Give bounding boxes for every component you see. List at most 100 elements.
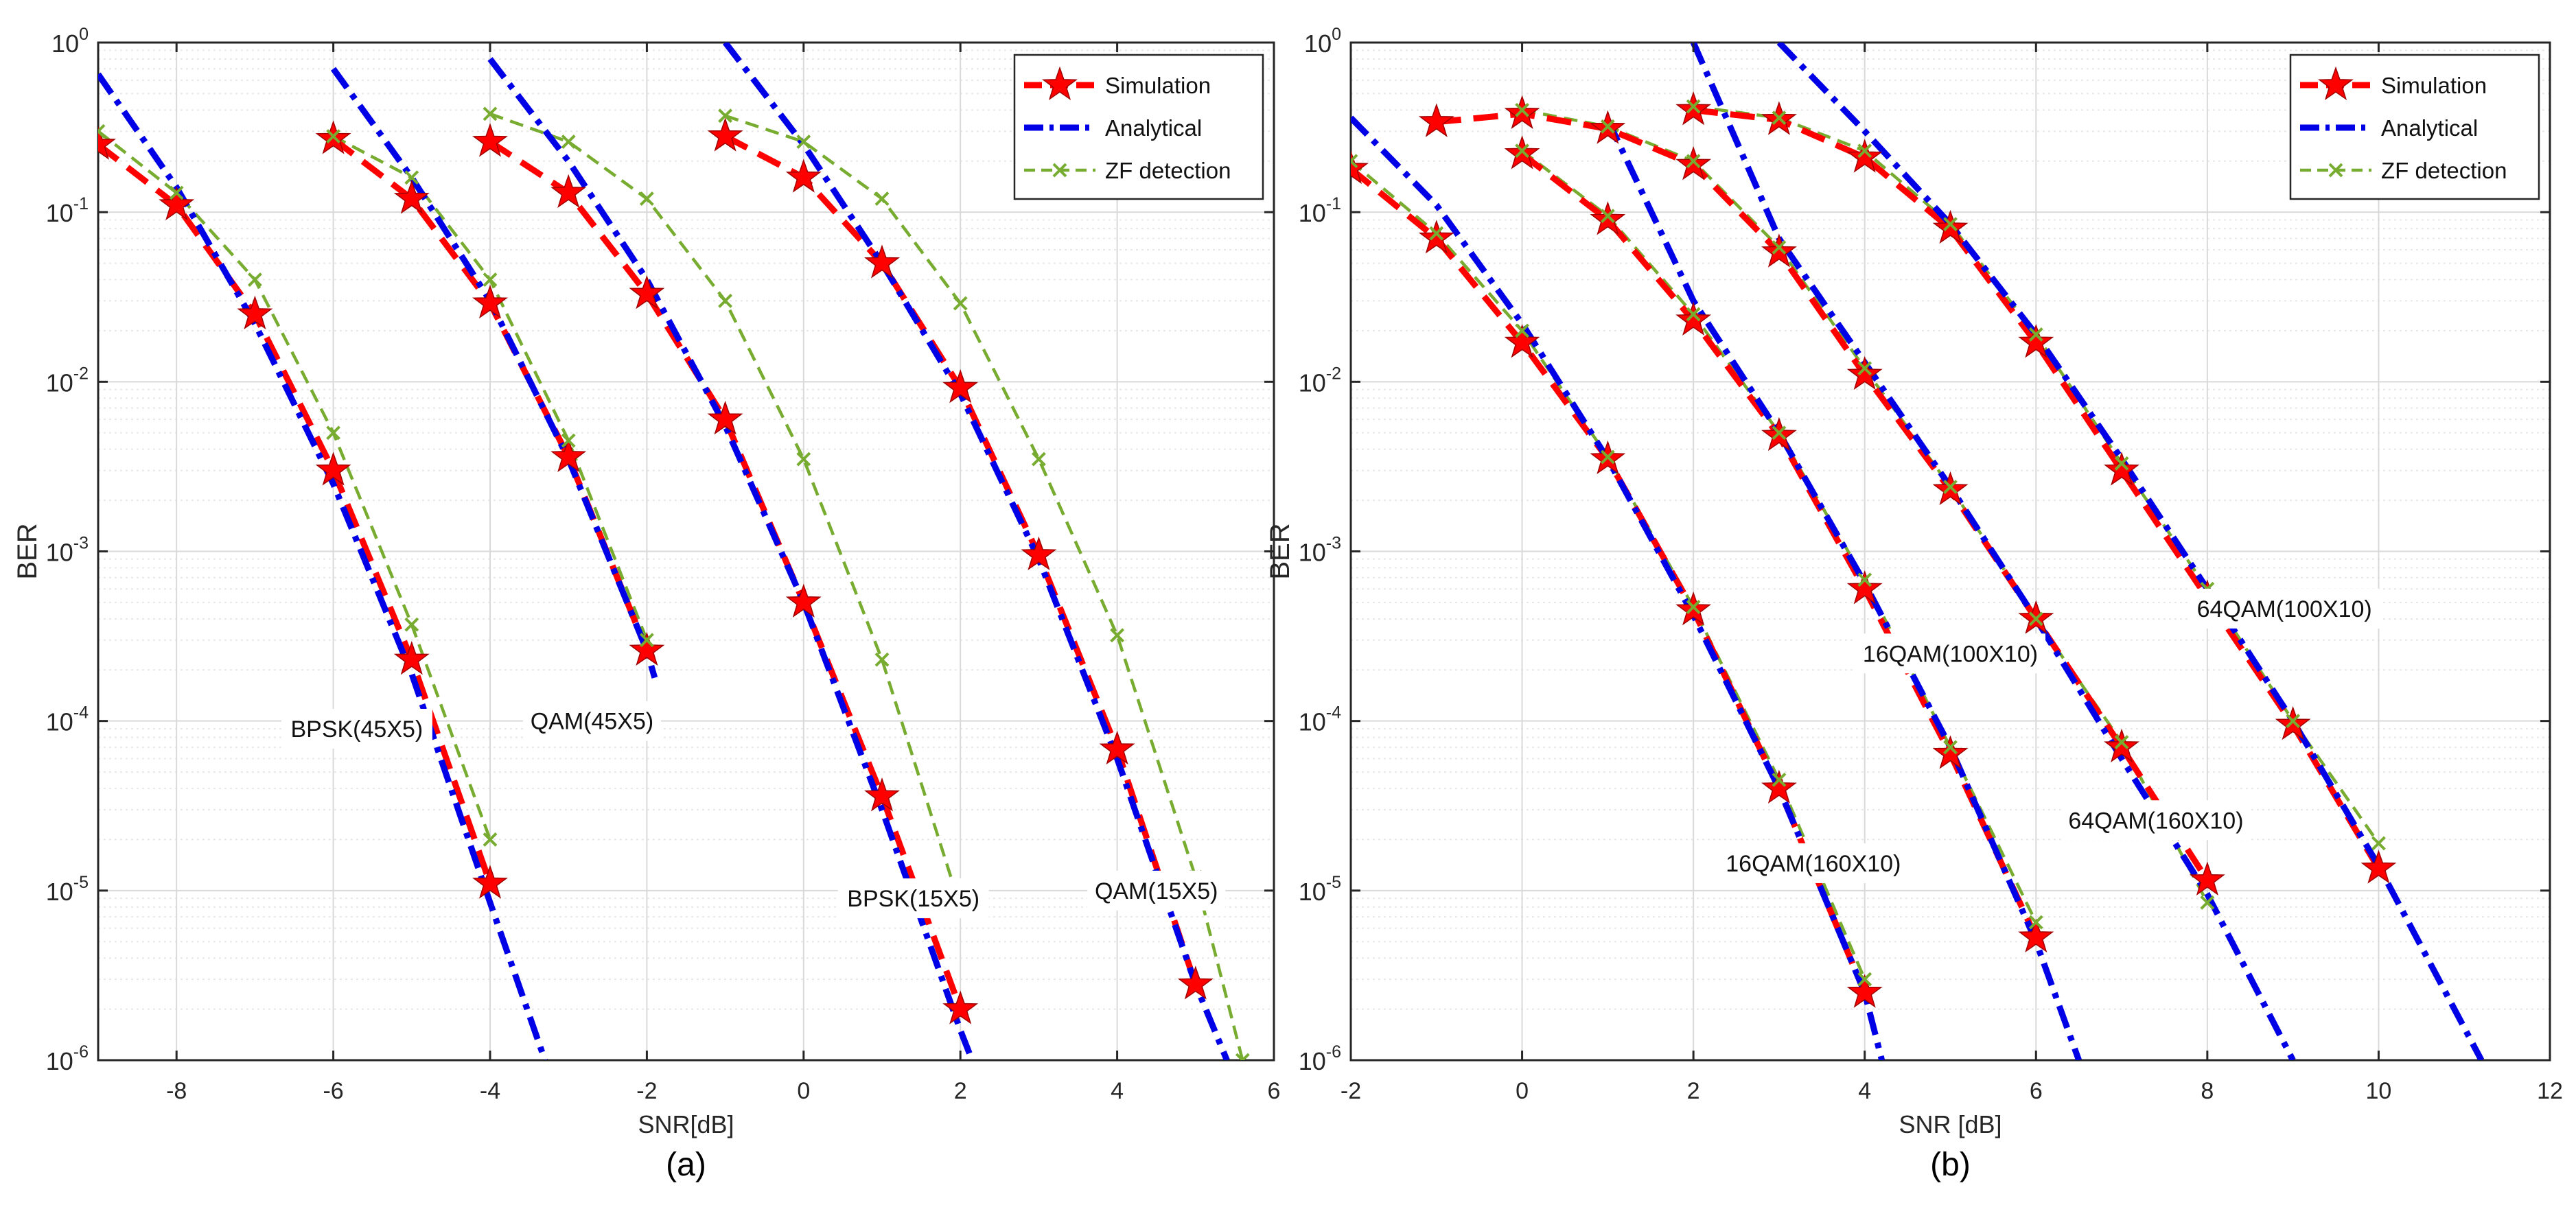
annotation-box	[2061, 800, 2251, 841]
series-line-simulation	[98, 142, 494, 885]
y-tick-label: 10-5	[1299, 873, 1341, 906]
legend-marker-star	[2318, 66, 2354, 101]
simulation-marker	[472, 865, 508, 899]
legend-marker-cross	[1052, 163, 1067, 178]
curve-annotation: 16QAM(100X10)	[1863, 641, 2038, 667]
axis-layer: -2 0 2 4 6 8 10 12 10-6 10-5 10-4 10-3 10-2 10-1 100	[1299, 25, 2563, 1104]
simulation-marker	[1590, 201, 1626, 235]
series-line-analytical	[723, 43, 1230, 1060]
series-layer	[98, 43, 1250, 1060]
x-tick-label: 6	[2030, 1078, 2043, 1104]
curve-annotation: 64QAM(100X10)	[2197, 596, 2372, 622]
zf-marker	[1943, 480, 1958, 494]
simulation-marker	[393, 641, 430, 675]
y-tick-label: 10-3	[1299, 534, 1341, 567]
y-tick-label: 10-6	[1299, 1042, 1341, 1075]
legend-label: ZF detection	[2381, 158, 2507, 183]
zf-marker	[1857, 361, 1872, 376]
simulation-marker	[237, 295, 273, 330]
zf-marker	[2114, 735, 2129, 749]
x-tick-label: 4	[1858, 1078, 1871, 1104]
x-tick-label: 10	[2366, 1078, 2392, 1104]
x-tick-label: -8	[166, 1078, 187, 1104]
simulation-marker	[707, 117, 743, 152]
simulation-marker	[472, 123, 508, 157]
zf-marker	[404, 170, 419, 185]
y-tick-label: 10-2	[46, 364, 89, 397]
zf-marker	[1235, 1053, 1250, 1060]
series-line-zf	[98, 130, 492, 841]
simulation-marker	[1932, 735, 1969, 769]
curve-annotation: QAM(45X5)	[531, 709, 654, 735]
legend-entry-simulation: Simulation	[1024, 66, 1211, 101]
legend-label: Analytical	[1105, 115, 1202, 141]
zf-marker	[1515, 323, 1529, 338]
y-axis-label: BER	[1265, 523, 1295, 579]
y-tick-label: 10-3	[46, 534, 89, 567]
simulation-marker	[1021, 536, 1057, 571]
simulation-marker	[785, 159, 822, 193]
simulation-marker	[1761, 233, 1797, 268]
y-tick-label: 100	[51, 25, 89, 58]
zf-marker	[1351, 154, 1358, 169]
simulation-marker	[2104, 452, 2139, 486]
axis-layer: -8 -6 -4 -2 0 2 4 6 10-6 10-5 10-4 10-3 10-2 10-1 100	[46, 25, 1281, 1104]
simulation-marker	[629, 631, 665, 666]
x-tick-label: 8	[2201, 1078, 2214, 1104]
simulation-marker	[2189, 861, 2225, 896]
zf-marker	[2114, 456, 2129, 471]
annotation-box	[522, 701, 661, 741]
simulation-marker	[1932, 209, 1969, 244]
annotation-layer: 16QAM(100X10) 64QAM(100X10) 64QAM(160X10) 1…	[1718, 588, 2380, 883]
series-line-simulation	[1520, 151, 2039, 939]
zf-marker	[874, 191, 890, 207]
series-line-analytical	[1690, 43, 2296, 1060]
x-tick-label: -2	[1341, 1078, 1361, 1104]
zf-marker	[718, 108, 733, 124]
annotation-box	[1087, 870, 1226, 911]
zf-marker	[1600, 449, 1615, 465]
zf-marker	[1600, 119, 1615, 134]
series-line-analytical	[1776, 43, 2485, 1060]
simulation-marker	[1418, 220, 1454, 254]
legend-entry-analytical: Analytical	[1024, 115, 1202, 141]
panel-a: BPSK(45X5) QAM(45X5) BPSK(15X5) QAM(15X5) -…	[12, 25, 1280, 1183]
simulation-marker	[864, 777, 900, 812]
legend-marker-star	[1042, 66, 1078, 101]
zf-marker	[639, 633, 654, 648]
series-line-analytical	[487, 57, 975, 1060]
panel-label-b: (b)	[1930, 1147, 1971, 1183]
zf-marker	[953, 296, 968, 311]
x-tick-label: -6	[323, 1078, 343, 1104]
simulation-marker	[1504, 95, 1540, 129]
zf-marker	[1772, 772, 1787, 787]
series-layer	[1351, 43, 2485, 1060]
y-tick-label: 10-1	[46, 194, 89, 227]
legend-label: Simulation	[2381, 73, 2487, 98]
y-tick-label: 10-4	[46, 703, 89, 736]
legend: Simulation Analytical ZF detection	[2289, 54, 2540, 200]
x-tick-label: 4	[1111, 1078, 1124, 1104]
simulation-marker	[1177, 965, 1214, 1000]
annotation-box	[281, 708, 432, 749]
zf-marker	[1600, 209, 1615, 224]
simulation-marker	[1761, 769, 1797, 804]
simulation-marker	[2018, 324, 2054, 358]
zf-marker	[326, 425, 341, 441]
series-line-simulation	[1693, 106, 2382, 870]
simulation-marker	[98, 126, 116, 160]
x-tick-label: -4	[480, 1078, 500, 1104]
legend-label: ZF detection	[1105, 158, 1231, 183]
annotation-box	[837, 878, 989, 919]
zf-marker	[1686, 307, 1701, 322]
y-axis-label: BER	[12, 523, 43, 579]
simulation-marker	[942, 369, 979, 403]
y-tick-label: 10-4	[1299, 703, 1341, 736]
x-tick-label: 12	[2537, 1078, 2563, 1104]
legend: Simulation Analytical ZF detection	[1013, 54, 1264, 200]
simulation-marker	[864, 244, 900, 279]
series-line-zf	[724, 114, 1244, 1060]
simulation-marker	[785, 583, 822, 618]
zf-marker	[796, 134, 811, 150]
zf-marker	[2200, 895, 2215, 910]
